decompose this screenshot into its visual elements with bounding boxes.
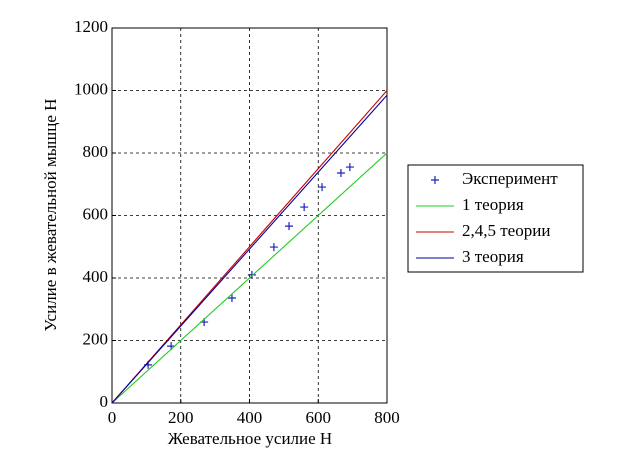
y-axis-label: Усилие в жевательной мышце Н bbox=[41, 99, 60, 332]
marker bbox=[345, 163, 354, 172]
marker bbox=[300, 203, 309, 212]
marker bbox=[269, 243, 278, 252]
y-tick-label: 400 bbox=[83, 267, 109, 286]
legend-label: 2,4,5 теории bbox=[462, 221, 550, 240]
x-tick-label: 400 bbox=[237, 408, 263, 427]
marker bbox=[247, 270, 256, 279]
y-tick-label: 800 bbox=[83, 142, 109, 161]
x-tick-label: 0 bbox=[108, 408, 117, 427]
x-axis-label: Жевательное усилие Н bbox=[168, 429, 332, 448]
legend-box bbox=[407, 164, 584, 273]
marker bbox=[431, 176, 439, 184]
y-tick-label: 600 bbox=[83, 204, 109, 223]
y-tick-label: 1200 bbox=[74, 17, 108, 36]
marker bbox=[318, 183, 327, 192]
x-tick-label: 200 bbox=[168, 408, 194, 427]
legend-label: Эксперимент bbox=[462, 169, 558, 188]
y-tick-label: 200 bbox=[83, 329, 109, 348]
marker bbox=[336, 169, 345, 177]
plot-frame bbox=[111, 27, 388, 404]
y-tick-label: 0 bbox=[100, 392, 109, 411]
series-line bbox=[111, 152, 388, 404]
x-tick-label: 600 bbox=[306, 408, 332, 427]
x-tick-label: 800 bbox=[374, 408, 400, 427]
legend-label: 1 теория bbox=[462, 195, 524, 214]
y-tick-label: 1000 bbox=[74, 79, 108, 98]
series-line bbox=[111, 94, 388, 404]
legend: Эксперимент 1 теория 2,4,5 теории 3 теория bbox=[407, 164, 584, 273]
legend-label: 3 теория bbox=[462, 247, 524, 266]
marker bbox=[285, 222, 294, 231]
marker bbox=[227, 294, 236, 302]
